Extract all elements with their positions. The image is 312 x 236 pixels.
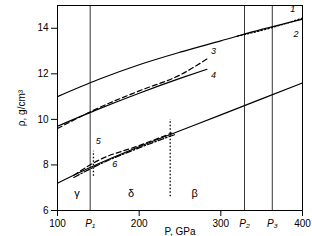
- svg-text:ρ, g/cm³: ρ, g/cm³: [16, 89, 27, 126]
- svg-text:2: 2: [292, 29, 298, 39]
- svg-text:β: β: [192, 187, 198, 199]
- svg-text:5: 5: [96, 136, 102, 146]
- svg-text:12: 12: [37, 68, 49, 79]
- svg-text:P₃: P₃: [267, 218, 278, 229]
- svg-text:200: 200: [131, 218, 148, 229]
- svg-text:3: 3: [211, 46, 216, 56]
- svg-text:1: 1: [290, 3, 296, 14]
- svg-text:14: 14: [37, 22, 49, 33]
- svg-text:8: 8: [43, 159, 49, 170]
- svg-text:P, GPa: P, GPa: [165, 226, 196, 236]
- svg-text:6: 6: [43, 205, 49, 216]
- svg-text:300: 300: [212, 218, 229, 229]
- svg-text:6: 6: [112, 159, 117, 169]
- svg-text:γ: γ: [74, 187, 80, 199]
- svg-text:P₂: P₂: [239, 218, 250, 229]
- svg-text:P₁: P₁: [85, 218, 95, 229]
- svg-text:δ: δ: [128, 187, 134, 199]
- svg-text:10: 10: [37, 114, 49, 125]
- svg-text:400: 400: [294, 218, 311, 229]
- svg-text:4: 4: [211, 70, 216, 80]
- svg-text:100: 100: [49, 218, 66, 229]
